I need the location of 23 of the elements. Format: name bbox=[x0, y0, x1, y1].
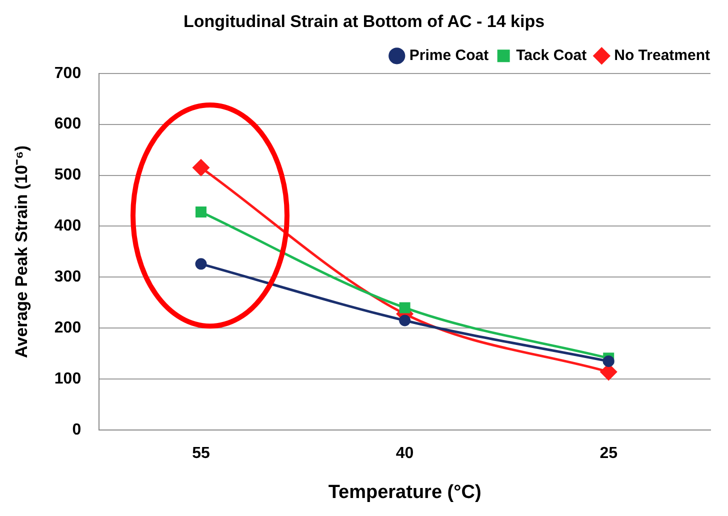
legend-label: No Treatment bbox=[614, 47, 710, 64]
y-tick-label: 500 bbox=[54, 166, 82, 184]
y-axis-title: Average Peak Strain (10⁻⁶) bbox=[12, 145, 31, 358]
point bbox=[399, 314, 411, 326]
y-tick-label: 600 bbox=[54, 116, 82, 133]
y-tick-label: 400 bbox=[54, 218, 82, 235]
point bbox=[195, 258, 207, 270]
y-tick-label: 300 bbox=[54, 268, 82, 286]
legend-label: Tack Coat bbox=[516, 47, 587, 64]
x-tick-label: 40 bbox=[396, 445, 414, 462]
point bbox=[196, 206, 206, 218]
x-axis-title: Temperature (°C) bbox=[328, 482, 482, 503]
point bbox=[192, 159, 210, 176]
x-tick-label: 55 bbox=[192, 445, 210, 462]
y-tick-label: 700 bbox=[54, 64, 82, 82]
point bbox=[399, 302, 410, 314]
y-tick-label: 200 bbox=[54, 320, 82, 337]
legend-label: Prime Coat bbox=[409, 47, 489, 64]
chart-title: Longitudinal Strain at Bottom of AC - 14 kips bbox=[183, 12, 545, 31]
y-tick-label: 0 bbox=[72, 421, 82, 438]
x-tick-label: 25 bbox=[600, 445, 618, 462]
point bbox=[602, 355, 614, 367]
y-tick-label: 100 bbox=[54, 370, 82, 388]
